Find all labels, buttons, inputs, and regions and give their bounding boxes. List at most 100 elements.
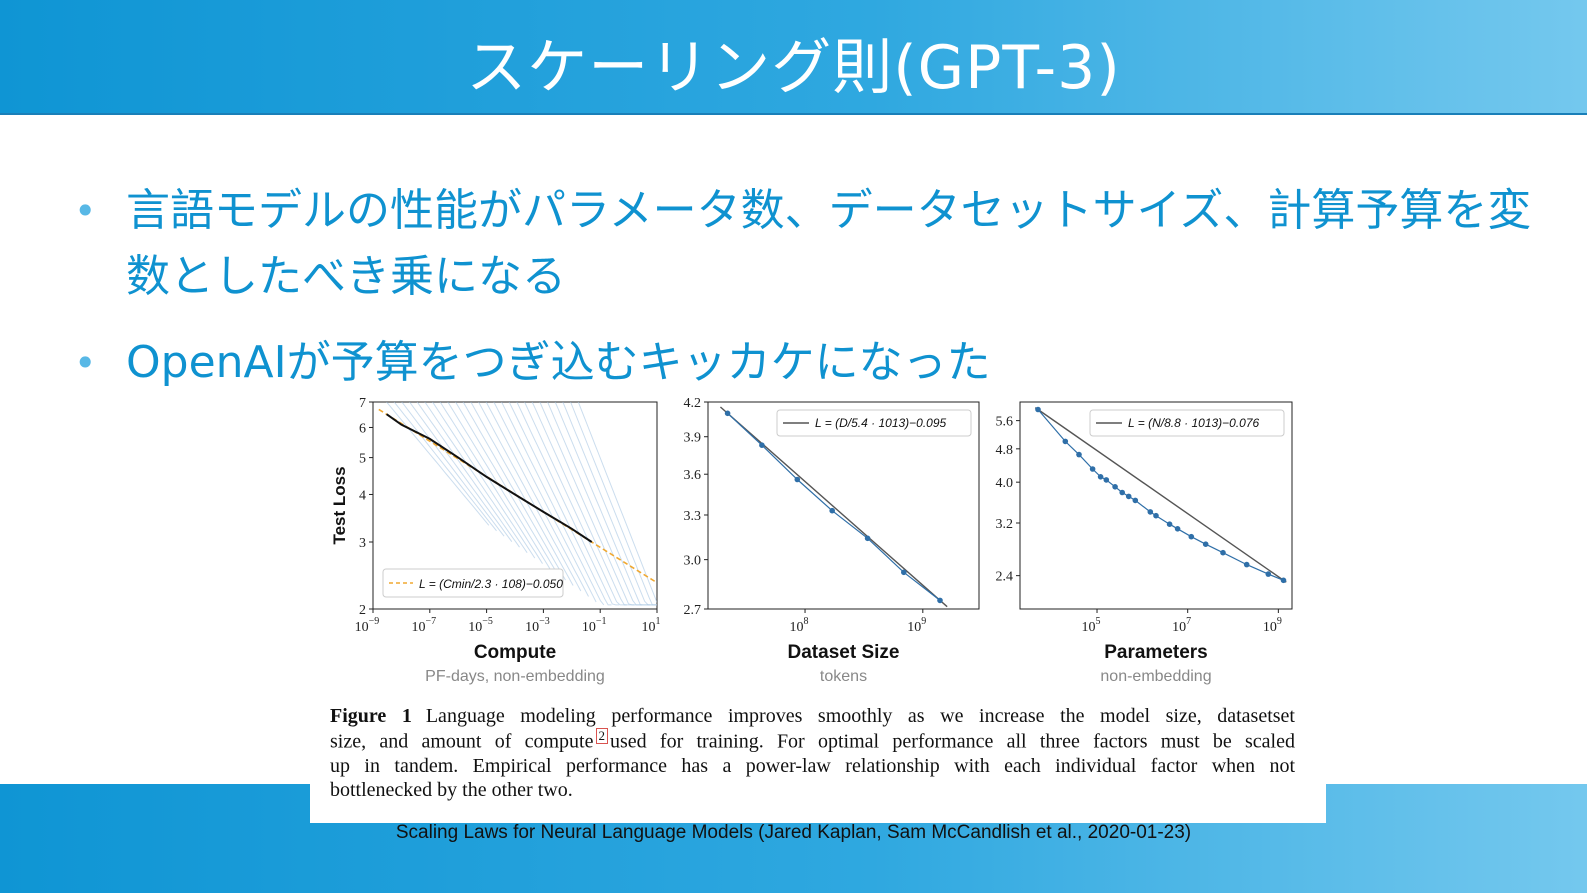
y-tick-label: 4.8 (996, 443, 1014, 458)
bullet-text: OpenAIが予算をつぎ込むキッカケになった (126, 337, 991, 388)
training-curve (386, 402, 490, 526)
x-tick-label: 10−9 (355, 616, 380, 635)
training-curve (416, 402, 520, 548)
training-curve (393, 402, 497, 532)
x-tick-label: 10−5 (468, 616, 493, 635)
legend-box (776, 409, 972, 437)
y-tick-label: 7 (359, 396, 366, 411)
x-tick-label: 10−1 (582, 616, 607, 635)
data-point (1147, 509, 1154, 515)
figure-caption: Figure 1 Language modeling performance im… (330, 704, 1295, 802)
y-tick-label: 4.2 (684, 396, 702, 411)
data-point (1153, 512, 1159, 519)
training-curve (439, 402, 543, 564)
training-curve (562, 402, 657, 606)
x-tick-label: 10−3 (525, 616, 550, 635)
training-curve (539, 402, 643, 606)
legend-text: L = (N/8.8 · 1013)−0.076 (1128, 416, 1260, 430)
y-tick-label: 6 (359, 421, 366, 436)
data-point (1097, 474, 1104, 480)
caption-line: Language modeling performance improves s… (425, 705, 1295, 727)
data-point (1125, 493, 1132, 500)
x-tick-label: 109 (907, 616, 926, 635)
x-axis-label: Parameters (1104, 642, 1208, 663)
bullet-item: • OpenAIが予算をつぎ込むキッカケになった (72, 330, 1532, 396)
scaling-law-charts: 2 3 4 5 6 7 10−9 10−7 10−5 10−3 10−1 101 Compute PF-d… (330, 396, 1293, 685)
legend-text: L = (D/5.4 · 1013)−0.095 (815, 416, 947, 430)
data-point (1076, 451, 1082, 458)
x-tick-label: 109 (1263, 616, 1282, 635)
data-point (1166, 521, 1173, 527)
fit-line (1034, 407, 1287, 583)
training-curve (516, 402, 620, 606)
x-axis-label: Dataset Size (788, 642, 900, 663)
training-curve (409, 402, 513, 542)
data-point (1132, 497, 1139, 504)
training-curve (485, 402, 589, 597)
legend-text: L = (Cmin/2.3 · 108)−0.050 (419, 577, 563, 591)
bullet-marker: • (74, 341, 97, 385)
caption-line: up in tandem. Empirical performance has … (330, 754, 1295, 777)
figure-image: 2 3 4 5 6 7 10−9 10−7 10−5 10−3 10−1 101 Compute PF-d… (310, 395, 1326, 823)
x-tick-label: 108 (790, 616, 809, 635)
data-point (829, 507, 835, 514)
y-tick-label: 3.6 (684, 468, 702, 483)
y-tick-label: 3.0 (684, 554, 702, 569)
x-axis-sublabel: non-embedding (1100, 668, 1211, 685)
training-curve (432, 402, 536, 559)
training-curve (524, 402, 627, 606)
data-point (1265, 571, 1272, 577)
data-point (1062, 438, 1069, 445)
citation: Scaling Laws for Neural Language Models … (395, 822, 1192, 843)
training-curve (424, 402, 528, 553)
data-point (864, 535, 871, 542)
x-axis-sublabel: PF-days, non-embedding (425, 668, 605, 685)
y-tick-label: 3.9 (684, 431, 702, 446)
y-tick-label: 2.7 (684, 603, 702, 618)
compute-frontier (386, 413, 593, 543)
data-point (1089, 466, 1096, 472)
training-curve (462, 402, 566, 581)
training-curve (554, 402, 657, 606)
training-curve (531, 402, 635, 606)
bullet-list: • 言語モデルの性能がパラメータ数、データセットサイズ、計算予算を変数としたべき… (72, 178, 1532, 396)
training-curve (493, 402, 597, 603)
data-point (1280, 577, 1287, 584)
data-point (1174, 526, 1181, 532)
figure-label: Figure 1 (330, 705, 412, 727)
bullet-item: • 言語モデルの性能がパラメータ数、データセットサイズ、計算予算を変数としたべき… (72, 178, 1532, 310)
data-point (901, 569, 907, 576)
data-point (1119, 489, 1125, 496)
caption-line: size, and amount of compute (330, 730, 594, 753)
x-tick-label: 101 (642, 616, 661, 635)
x-axis-sublabel: tokens (820, 668, 867, 685)
training-curve (570, 402, 657, 606)
caption-line: used for training. For optimal performan… (610, 730, 1295, 753)
data-point (759, 442, 765, 448)
data-point (1220, 549, 1226, 556)
bullet-marker: • (74, 189, 97, 233)
data-point (1243, 561, 1250, 568)
training-curve (547, 402, 650, 606)
training-curve (470, 402, 574, 586)
caption-line: bottlenecked by the other two. (330, 778, 573, 801)
data-point (1202, 541, 1209, 547)
data-point (794, 476, 801, 483)
title-bar (0, 0, 1587, 115)
y-tick-label: 4 (359, 488, 366, 503)
x-tick-label: 105 (1082, 616, 1101, 635)
training-curve (401, 402, 505, 537)
training-curve (508, 402, 612, 606)
training-curve (478, 402, 582, 592)
y-tick-label: 3 (359, 536, 366, 551)
legend-box (1089, 409, 1285, 437)
y-tick-label: 4.0 (996, 476, 1014, 491)
bullet-text: 言語モデルの性能がパラメータ数、データセットサイズ、計算予算を変数としたべき乗に… (126, 185, 1532, 302)
legend-box (382, 568, 564, 598)
data-point (724, 410, 731, 417)
y-tick-label: 3.2 (996, 517, 1014, 532)
data-point (937, 597, 943, 604)
slide-title: スケーリング則(GPT-3) (466, 33, 1121, 103)
y-tick-label: 2.4 (996, 570, 1014, 585)
footnote-mark[interactable]: 2 (595, 728, 608, 744)
